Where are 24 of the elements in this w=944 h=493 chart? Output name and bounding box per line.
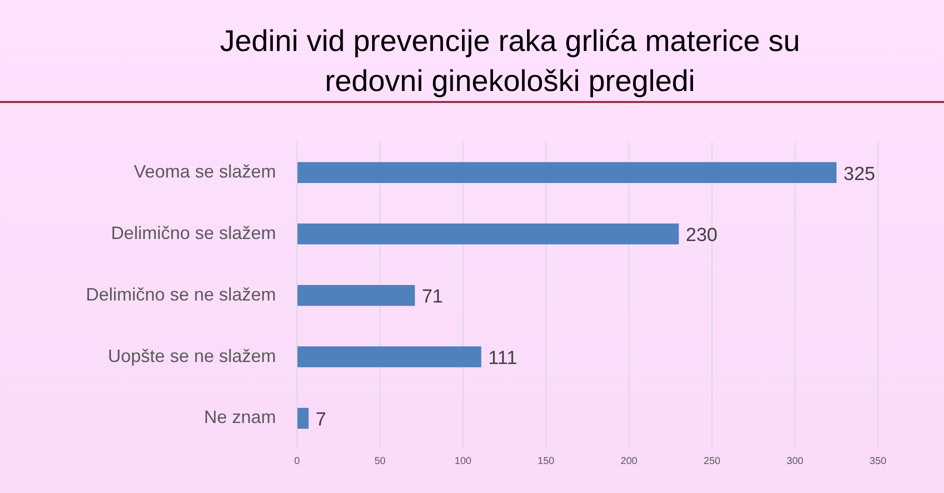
y-tick-label: Ne znam bbox=[204, 407, 276, 428]
y-tick-label: Veoma se slažem bbox=[134, 161, 276, 182]
bar bbox=[298, 408, 309, 429]
x-tick-label: 300 bbox=[786, 456, 804, 467]
data-label: 111 bbox=[488, 348, 518, 370]
x-tick-label: 350 bbox=[870, 456, 887, 467]
y-tick-label: Uopšte se ne slažem bbox=[108, 346, 276, 366]
x-tick-label: 250 bbox=[704, 456, 721, 467]
x-tick-label: 200 bbox=[620, 456, 638, 467]
x-tick-label: 50 bbox=[374, 456, 386, 467]
bar bbox=[298, 162, 836, 183]
y-tick-label: Delimično se ne slažem bbox=[86, 284, 276, 304]
bar bbox=[298, 284, 415, 306]
data-label: 230 bbox=[686, 225, 718, 246]
data-label: 71 bbox=[422, 286, 443, 308]
bar bbox=[298, 224, 679, 244]
bar bbox=[298, 346, 482, 368]
data-label: 7 bbox=[316, 410, 326, 431]
data-label: 325 bbox=[844, 164, 876, 185]
y-tick-label: Delimično se slažem bbox=[110, 222, 276, 243]
x-tick-label: 150 bbox=[538, 456, 555, 467]
chart-title: Jedini vid prevencije raka grlića materice su redovni ginekološki pregledi bbox=[218, 24, 802, 100]
x-tick-label: 100 bbox=[454, 456, 472, 467]
x-tick-label: 0 bbox=[294, 456, 300, 467]
